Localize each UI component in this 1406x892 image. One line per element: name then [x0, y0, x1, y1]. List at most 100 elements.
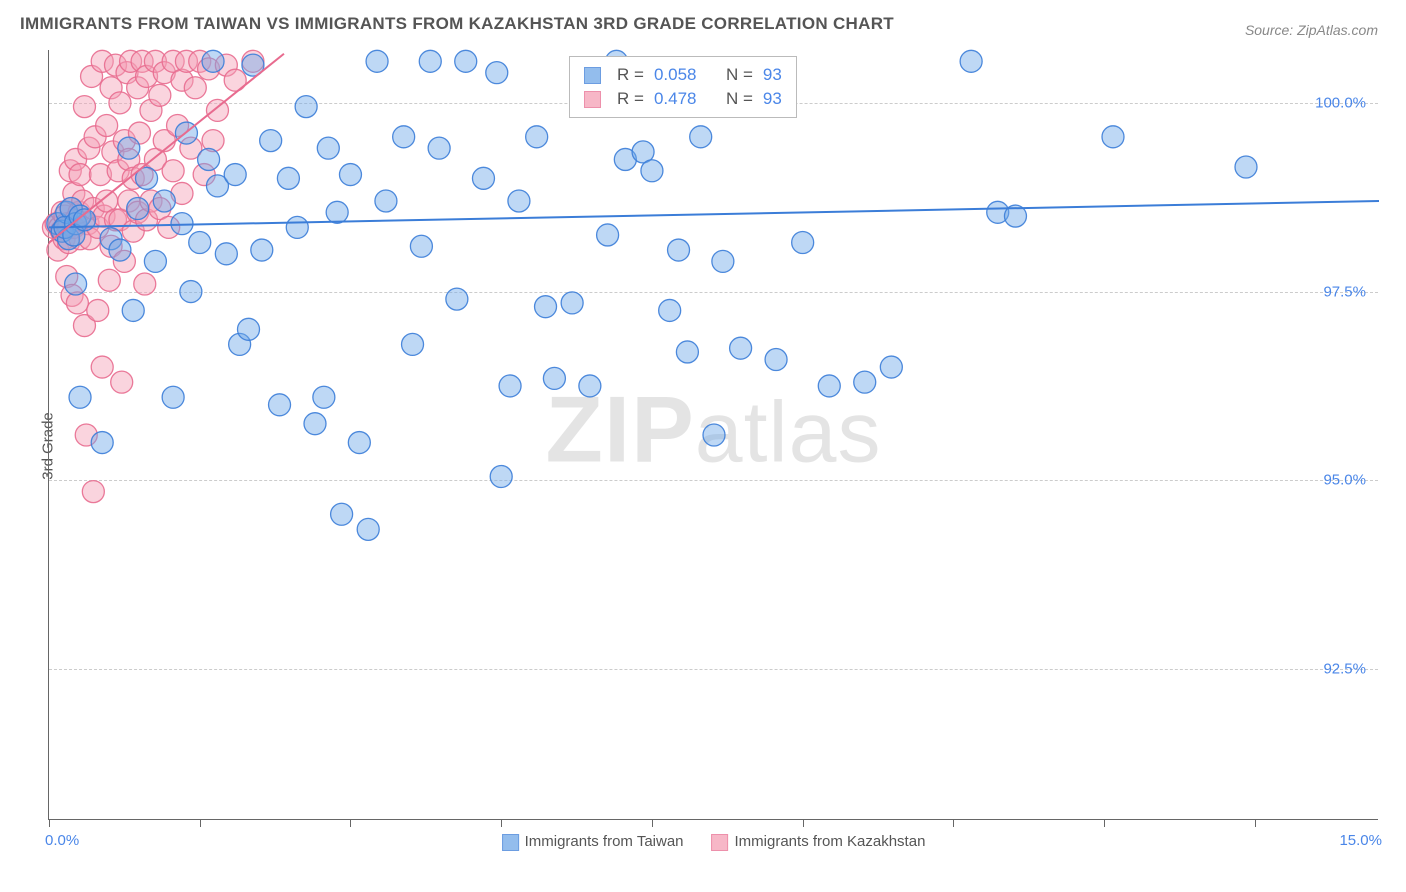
scatter-point — [91, 432, 113, 454]
scatter-point — [202, 50, 224, 72]
scatter-point — [238, 318, 260, 340]
scatter-point — [127, 198, 149, 220]
scatter-point — [149, 84, 171, 106]
x-tick — [803, 819, 804, 827]
scatter-point — [122, 299, 144, 321]
source-attribution: Source: ZipAtlas.com — [1245, 22, 1378, 38]
scatter-point — [543, 367, 565, 389]
scatter-point — [87, 299, 109, 321]
scatter-point — [189, 232, 211, 254]
x-tick — [350, 819, 351, 827]
scatter-point — [286, 216, 308, 238]
scatter-point — [792, 232, 814, 254]
scatter-point — [180, 281, 202, 303]
scatter-point — [331, 503, 353, 525]
scatter-point — [499, 375, 521, 397]
scatter-point — [260, 130, 282, 152]
legend-item-taiwan: Immigrants from Taiwan — [502, 833, 684, 851]
scatter-point — [960, 50, 982, 72]
x-tick — [501, 819, 502, 827]
chart-title: IMMIGRANTS FROM TAIWAN VS IMMIGRANTS FRO… — [20, 14, 894, 34]
scatter-point — [317, 137, 339, 159]
scatter-point — [198, 148, 220, 170]
scatter-point — [69, 386, 91, 408]
scatter-point — [490, 466, 512, 488]
scatter-point — [277, 167, 299, 189]
stats-legend-box: R = 0.058 N = 93 R = 0.478 N = 93 — [569, 56, 797, 118]
scatter-point — [96, 114, 118, 136]
x-tick — [200, 819, 201, 827]
scatter-point — [880, 356, 902, 378]
scatter-point — [326, 201, 348, 223]
scatter-point — [508, 190, 530, 212]
scatter-point — [109, 92, 131, 114]
scatter-point — [455, 50, 477, 72]
stats-row-taiwan: R = 0.058 N = 93 — [584, 63, 782, 87]
scatter-point — [304, 413, 326, 435]
x-tick — [652, 819, 653, 827]
scatter-point — [144, 250, 166, 272]
scatter-point — [162, 386, 184, 408]
scatter-point — [184, 77, 206, 99]
scatter-point — [428, 137, 450, 159]
scatter-point — [668, 239, 690, 261]
scatter-point — [402, 333, 424, 355]
scatter-point — [486, 62, 508, 84]
x-tick — [1255, 819, 1256, 827]
scatter-point — [690, 126, 712, 148]
scatter-point — [118, 137, 140, 159]
x-axis-min: 0.0% — [45, 832, 79, 849]
scatter-point — [472, 167, 494, 189]
scatter-point — [579, 375, 601, 397]
x-tick — [953, 819, 954, 827]
scatter-point — [535, 296, 557, 318]
scatter-point — [91, 356, 113, 378]
scatter-point — [676, 341, 698, 363]
scatter-point — [295, 96, 317, 118]
scatter-point — [269, 394, 291, 416]
scatter-point — [111, 371, 133, 393]
scatter-point — [224, 164, 246, 186]
scatter-point — [597, 224, 619, 246]
scatter-point — [82, 481, 104, 503]
scatter-point — [162, 160, 184, 182]
scatter-point — [109, 239, 131, 261]
scatter-point — [206, 99, 228, 121]
scatter-point — [366, 50, 388, 72]
scatter-point — [153, 190, 175, 212]
scatter-point — [251, 239, 273, 261]
scatter-point — [348, 432, 370, 454]
stats-row-kazakhstan: R = 0.478 N = 93 — [584, 87, 782, 111]
scatter-point — [1102, 126, 1124, 148]
x-axis-max: 15.0% — [1339, 832, 1382, 849]
scatter-point — [526, 126, 548, 148]
scatter-point — [712, 250, 734, 272]
scatter-point — [134, 273, 156, 295]
scatter-point — [339, 164, 361, 186]
plot-area: ZIPatlas 92.5%95.0%97.5%100.0% 0.0% 15.0… — [48, 50, 1378, 820]
scatter-point — [98, 269, 120, 291]
scatter-point — [818, 375, 840, 397]
scatter-point — [659, 299, 681, 321]
scatter-point — [446, 288, 468, 310]
scatter-point — [703, 424, 725, 446]
scatter-point — [375, 190, 397, 212]
legend-item-kazakhstan: Immigrants from Kazakhstan — [712, 833, 926, 851]
scatter-point — [765, 349, 787, 371]
scatter-point — [1235, 156, 1257, 178]
scatter-point — [393, 126, 415, 148]
scatter-point — [419, 50, 441, 72]
scatter-point — [313, 386, 335, 408]
scatter-point — [65, 273, 87, 295]
scatter-svg — [49, 50, 1378, 819]
trend-line — [49, 201, 1379, 227]
scatter-point — [73, 96, 95, 118]
scatter-point — [410, 235, 432, 257]
legend-bottom: Immigrants from Taiwan Immigrants from K… — [502, 833, 926, 851]
scatter-point — [854, 371, 876, 393]
x-tick — [1104, 819, 1105, 827]
scatter-point — [215, 243, 237, 265]
scatter-point — [561, 292, 583, 314]
x-tick — [49, 819, 50, 827]
scatter-point — [730, 337, 752, 359]
